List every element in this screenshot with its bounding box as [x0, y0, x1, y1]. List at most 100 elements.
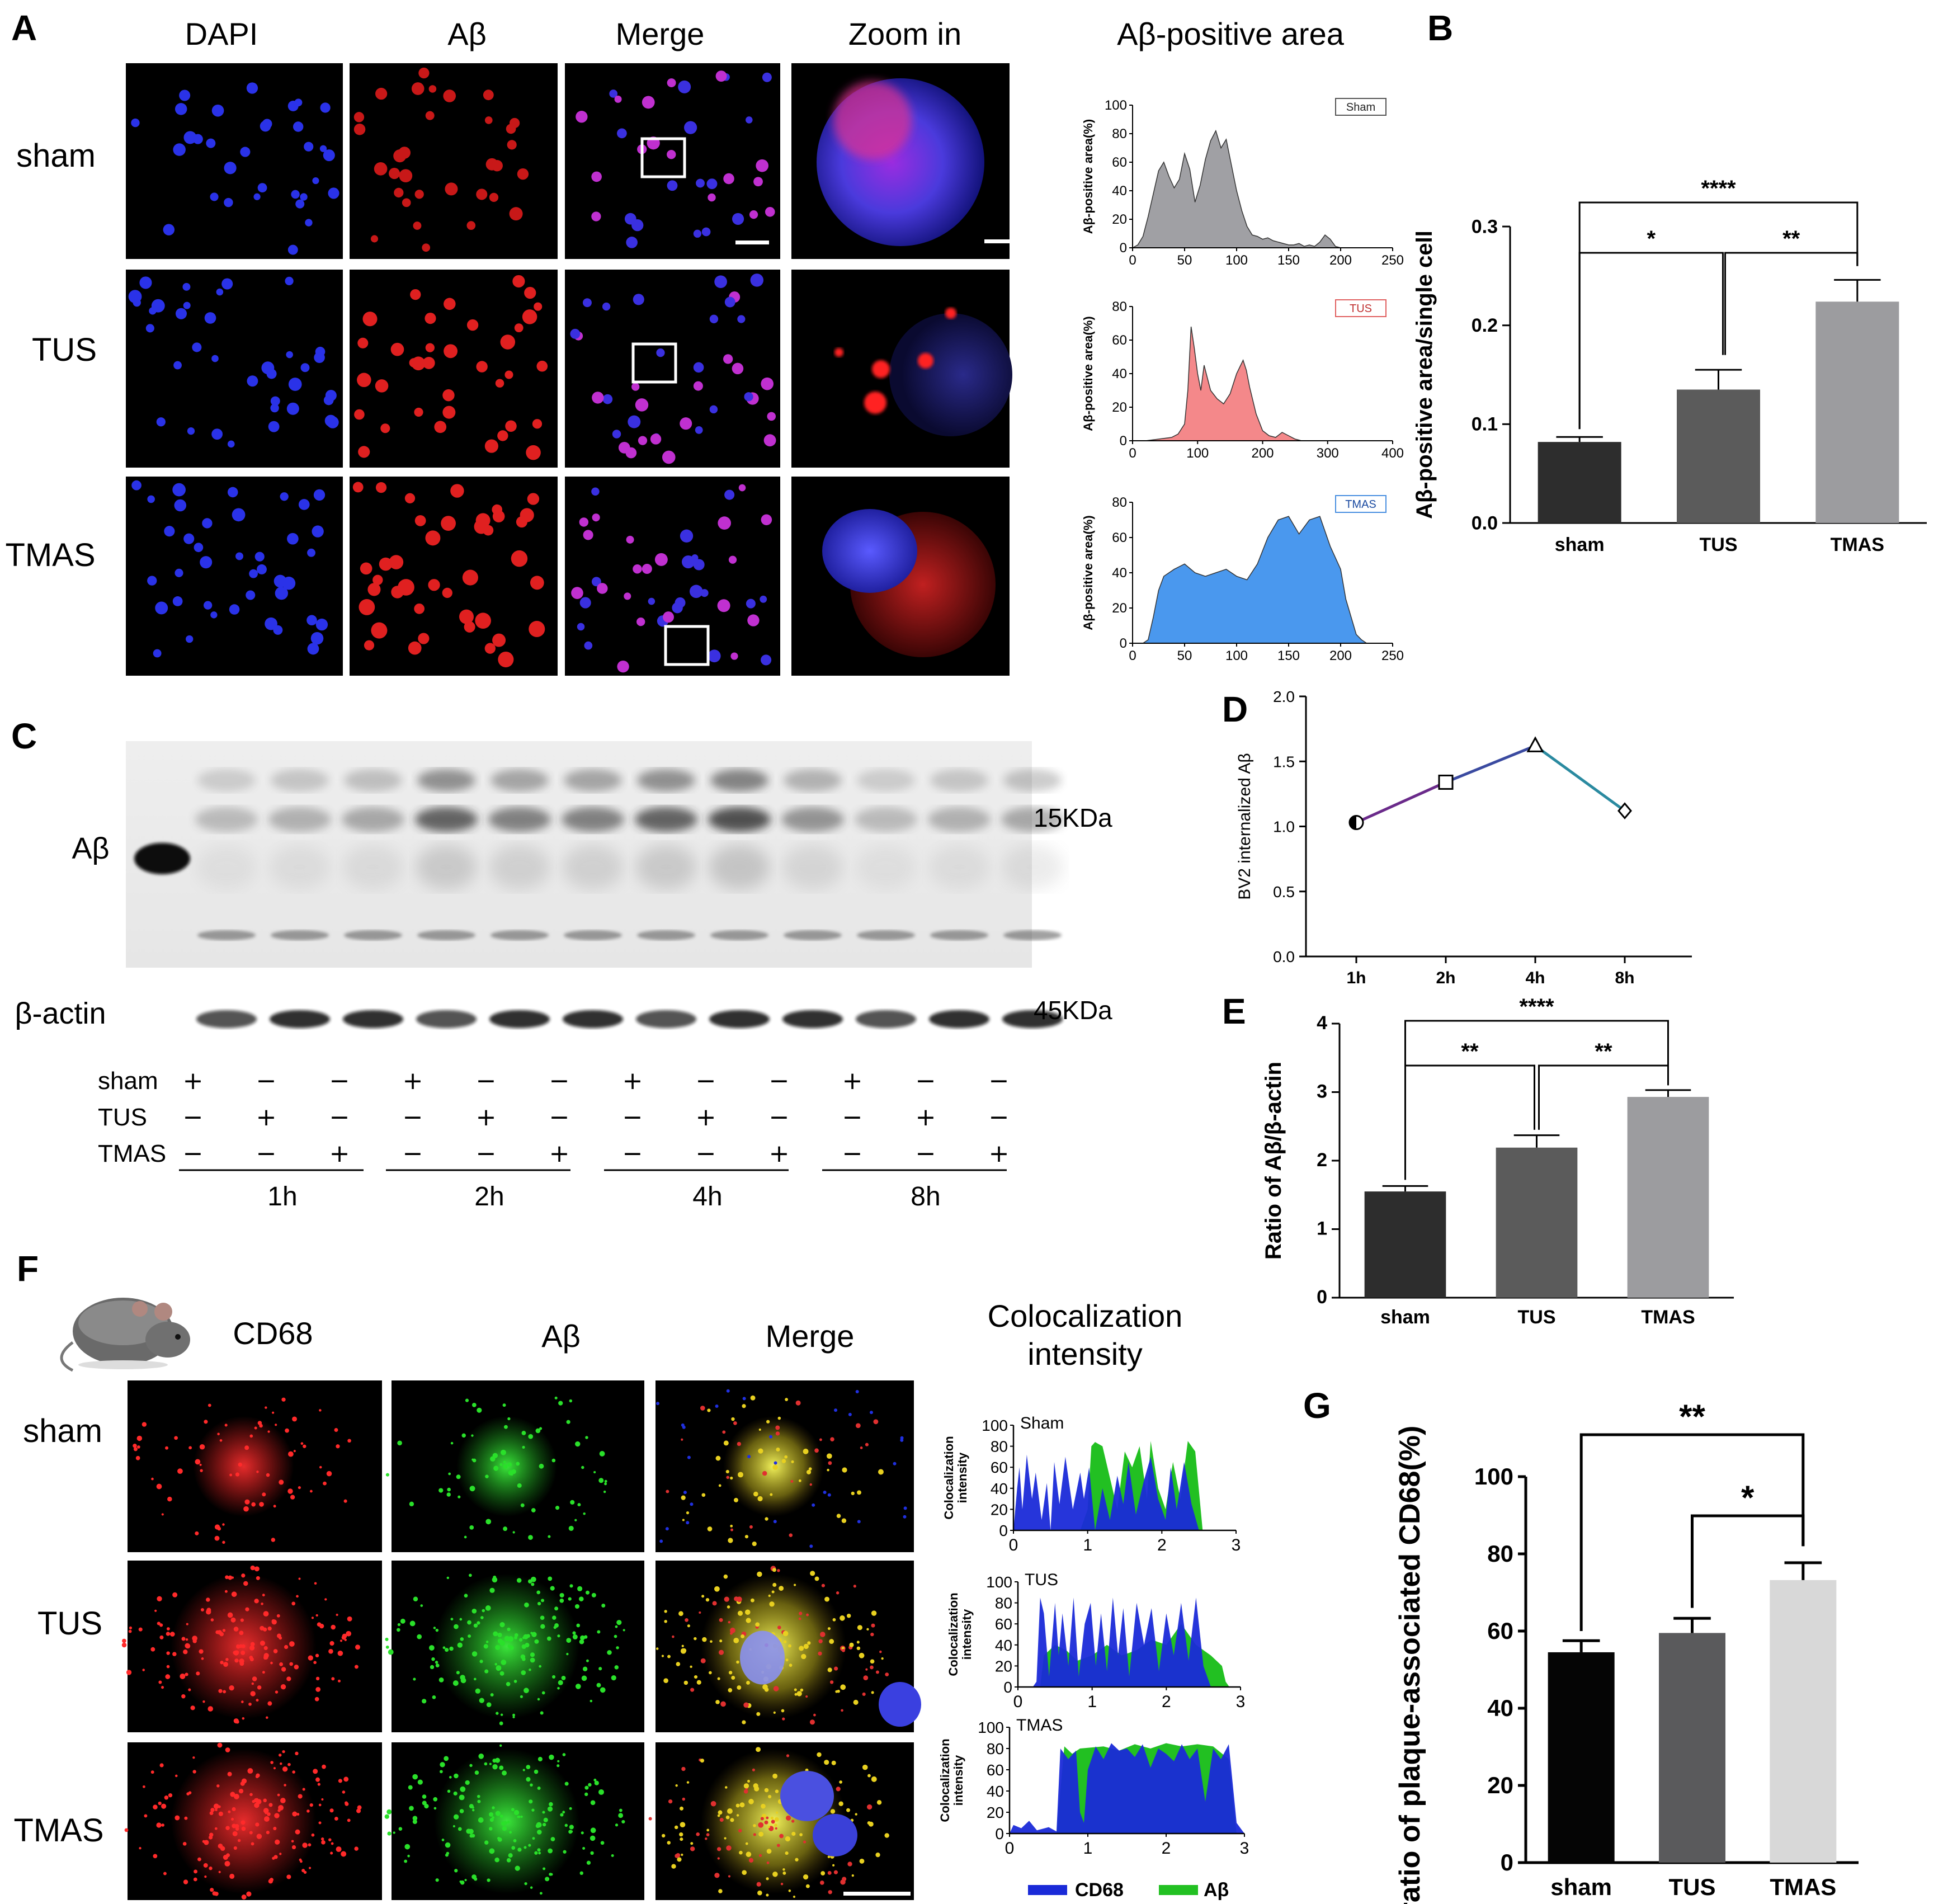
y-tick-label: 0.0 — [1472, 512, 1498, 534]
signal-dot — [725, 1815, 730, 1820]
signal-dot — [596, 1683, 601, 1688]
signal-dot — [717, 1814, 720, 1817]
signal-dot — [249, 1793, 253, 1797]
signal-dot — [485, 1519, 492, 1525]
sig-bracket-sham-tmas — [1578, 201, 1859, 430]
merge-dot — [614, 95, 622, 103]
signal-dot — [174, 1436, 178, 1440]
signal-dot — [435, 1628, 439, 1632]
signal-dot — [478, 1754, 484, 1759]
signal-dot — [237, 1839, 241, 1842]
signal-dot — [733, 1497, 739, 1502]
signal-dot — [204, 1875, 207, 1878]
y-tick-label: 20 — [1112, 212, 1127, 227]
nucleus-dot — [173, 143, 186, 156]
signal-dot — [499, 1721, 503, 1726]
merge-dot — [746, 116, 753, 124]
x-tick-label: 50 — [1177, 648, 1192, 663]
signal-dot — [263, 1798, 267, 1803]
merge-dot — [663, 611, 675, 623]
merge-dot — [756, 159, 769, 172]
signal-dot — [539, 1427, 543, 1430]
signal-dot — [551, 1675, 556, 1679]
signal-dot — [239, 1630, 244, 1636]
abeta-dot — [475, 612, 491, 629]
signal-dot — [494, 1857, 499, 1863]
signal-dot — [156, 1822, 162, 1828]
signal-dot — [834, 1666, 838, 1671]
band-actin — [709, 1010, 770, 1028]
panel-label-b: B — [1427, 8, 1453, 48]
sig-bracket-tus-tmas-label: ** — [1595, 1039, 1612, 1064]
signal-dot — [529, 1669, 531, 1671]
band-abeta-mid — [195, 807, 258, 832]
signal-dot — [122, 1638, 126, 1643]
abeta-dot — [476, 188, 488, 200]
condition-sign: − — [769, 1067, 790, 1095]
signal-dot — [192, 1639, 197, 1643]
signal-dot — [397, 1440, 402, 1446]
merge-dot — [693, 229, 702, 238]
signal-dot — [757, 1496, 763, 1501]
signal-dot — [502, 1403, 506, 1407]
signal-dot — [500, 1713, 503, 1716]
signal-dot — [465, 1398, 469, 1402]
signal-dot — [534, 1769, 539, 1774]
signal-dot — [829, 1680, 834, 1684]
scale-bar-f — [843, 1892, 911, 1896]
signal-dot — [143, 1785, 145, 1788]
condition-sign: − — [842, 1103, 863, 1132]
time-label-8h: 8h — [911, 1182, 940, 1212]
x-tick-label: 400 — [1381, 446, 1404, 461]
signal-dot — [422, 1699, 427, 1704]
signal-dot — [577, 1586, 583, 1591]
signal-dot — [818, 1651, 822, 1656]
signal-dot — [807, 1641, 811, 1645]
signal-dot — [832, 1618, 836, 1622]
nucleus-dot — [183, 301, 191, 309]
signal-dot — [775, 1789, 779, 1793]
signal-dot — [293, 1450, 296, 1453]
row-title-tus: TUS — [32, 332, 97, 368]
legend-label-cd68: CD68 — [1075, 1879, 1124, 1901]
signal-dot — [256, 1773, 260, 1778]
signal-dot — [742, 1870, 747, 1875]
x-tick-label: 150 — [1277, 253, 1300, 268]
panel-label-a: A — [11, 8, 37, 48]
nucleus-dot — [149, 307, 157, 315]
condition-sign: + — [696, 1103, 716, 1132]
coloc-legend: CD68 Aβ — [1028, 1879, 1229, 1901]
signal-dot — [622, 1629, 625, 1632]
signal-dot — [722, 1430, 726, 1434]
y-axis-label: Aβ-positive area/single cell — [1412, 230, 1437, 519]
signal-dot — [853, 1585, 856, 1588]
signal-dot — [469, 1486, 475, 1492]
signal-dot — [878, 1469, 884, 1475]
signal-dot — [774, 1823, 777, 1827]
signal-dot — [764, 1788, 769, 1793]
signal-dot — [719, 1818, 724, 1822]
signal-dot — [460, 1637, 464, 1641]
signal-dot — [805, 1884, 810, 1888]
signal-dot — [240, 1650, 246, 1655]
y-tick-label: 40 — [1487, 1695, 1513, 1721]
signal-dot — [446, 1851, 450, 1855]
signal-dot — [280, 1798, 286, 1803]
signal-dot — [438, 1677, 444, 1683]
signal-dot — [494, 1663, 497, 1666]
signal-dot — [431, 1657, 435, 1661]
band-abeta-upper — [857, 769, 915, 791]
signal-dot — [663, 1678, 668, 1684]
band-actin — [1002, 1010, 1063, 1028]
signal-dot — [158, 1801, 162, 1806]
bar-sham — [1548, 1652, 1615, 1863]
signal-dot — [158, 1680, 162, 1684]
signal-dot — [548, 1535, 551, 1538]
signal-dot — [234, 1658, 239, 1663]
signal-dot — [266, 1716, 268, 1719]
nucleus-dot — [325, 389, 337, 402]
signal-dot — [183, 1649, 188, 1655]
x-tick-label: 0 — [1009, 1536, 1018, 1554]
signal-dot — [259, 1502, 264, 1507]
